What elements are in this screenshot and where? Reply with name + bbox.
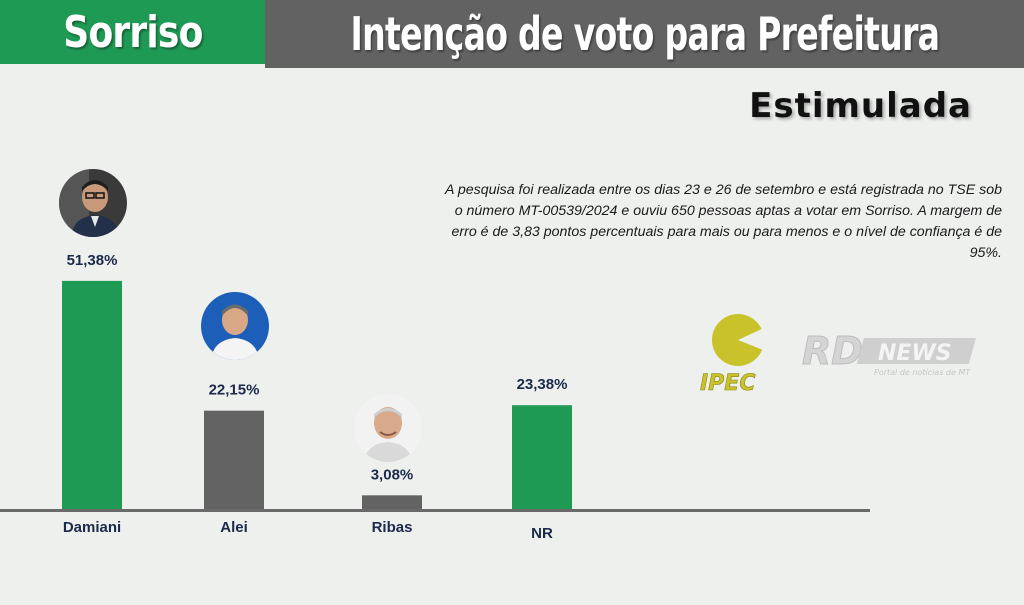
category-label-ribas: Ribas [372, 519, 413, 536]
rdnews-logo-word: NEWS [878, 341, 952, 366]
rdnews-logo: RD NEWS Portal de notícias de MT [802, 330, 976, 377]
bar-alei [204, 410, 264, 509]
category-label-damiani: Damiani [63, 519, 121, 536]
chart-subtitle: Estimulada [749, 86, 972, 126]
avatar-ribas [354, 394, 422, 462]
bar-ribas [362, 495, 422, 509]
ipec-logo: IPEC [700, 314, 768, 396]
header-city: Sorriso [62, 6, 203, 58]
ipec-logo-text: IPEC [700, 371, 755, 396]
x-axis-line [0, 509, 870, 512]
avatar-damiani [59, 169, 127, 237]
header-city-banner: Sorriso [0, 0, 265, 64]
header-title-banner: Intenção de voto para Prefeitura [265, 0, 1024, 68]
bar-damiani [62, 280, 122, 509]
value-label-alei: 22,15% [209, 382, 260, 399]
value-label-damiani: 51,38% [67, 252, 118, 269]
value-label-nr: 23,38% [517, 376, 568, 393]
value-label-ribas: 3,08% [371, 466, 414, 483]
avatar-alei [201, 292, 269, 360]
rdnews-tagline: Portal de notícias de MT [874, 368, 971, 377]
header-title: Intenção de voto para Prefeitura [350, 7, 940, 61]
survey-note: A pesquisa foi realizada entre os dias 2… [444, 182, 1002, 261]
rdnews-logo-text: RD [802, 330, 863, 373]
category-label-nr: NR [531, 525, 553, 542]
category-label-alei: Alei [220, 519, 248, 536]
bar-nr [512, 405, 572, 509]
